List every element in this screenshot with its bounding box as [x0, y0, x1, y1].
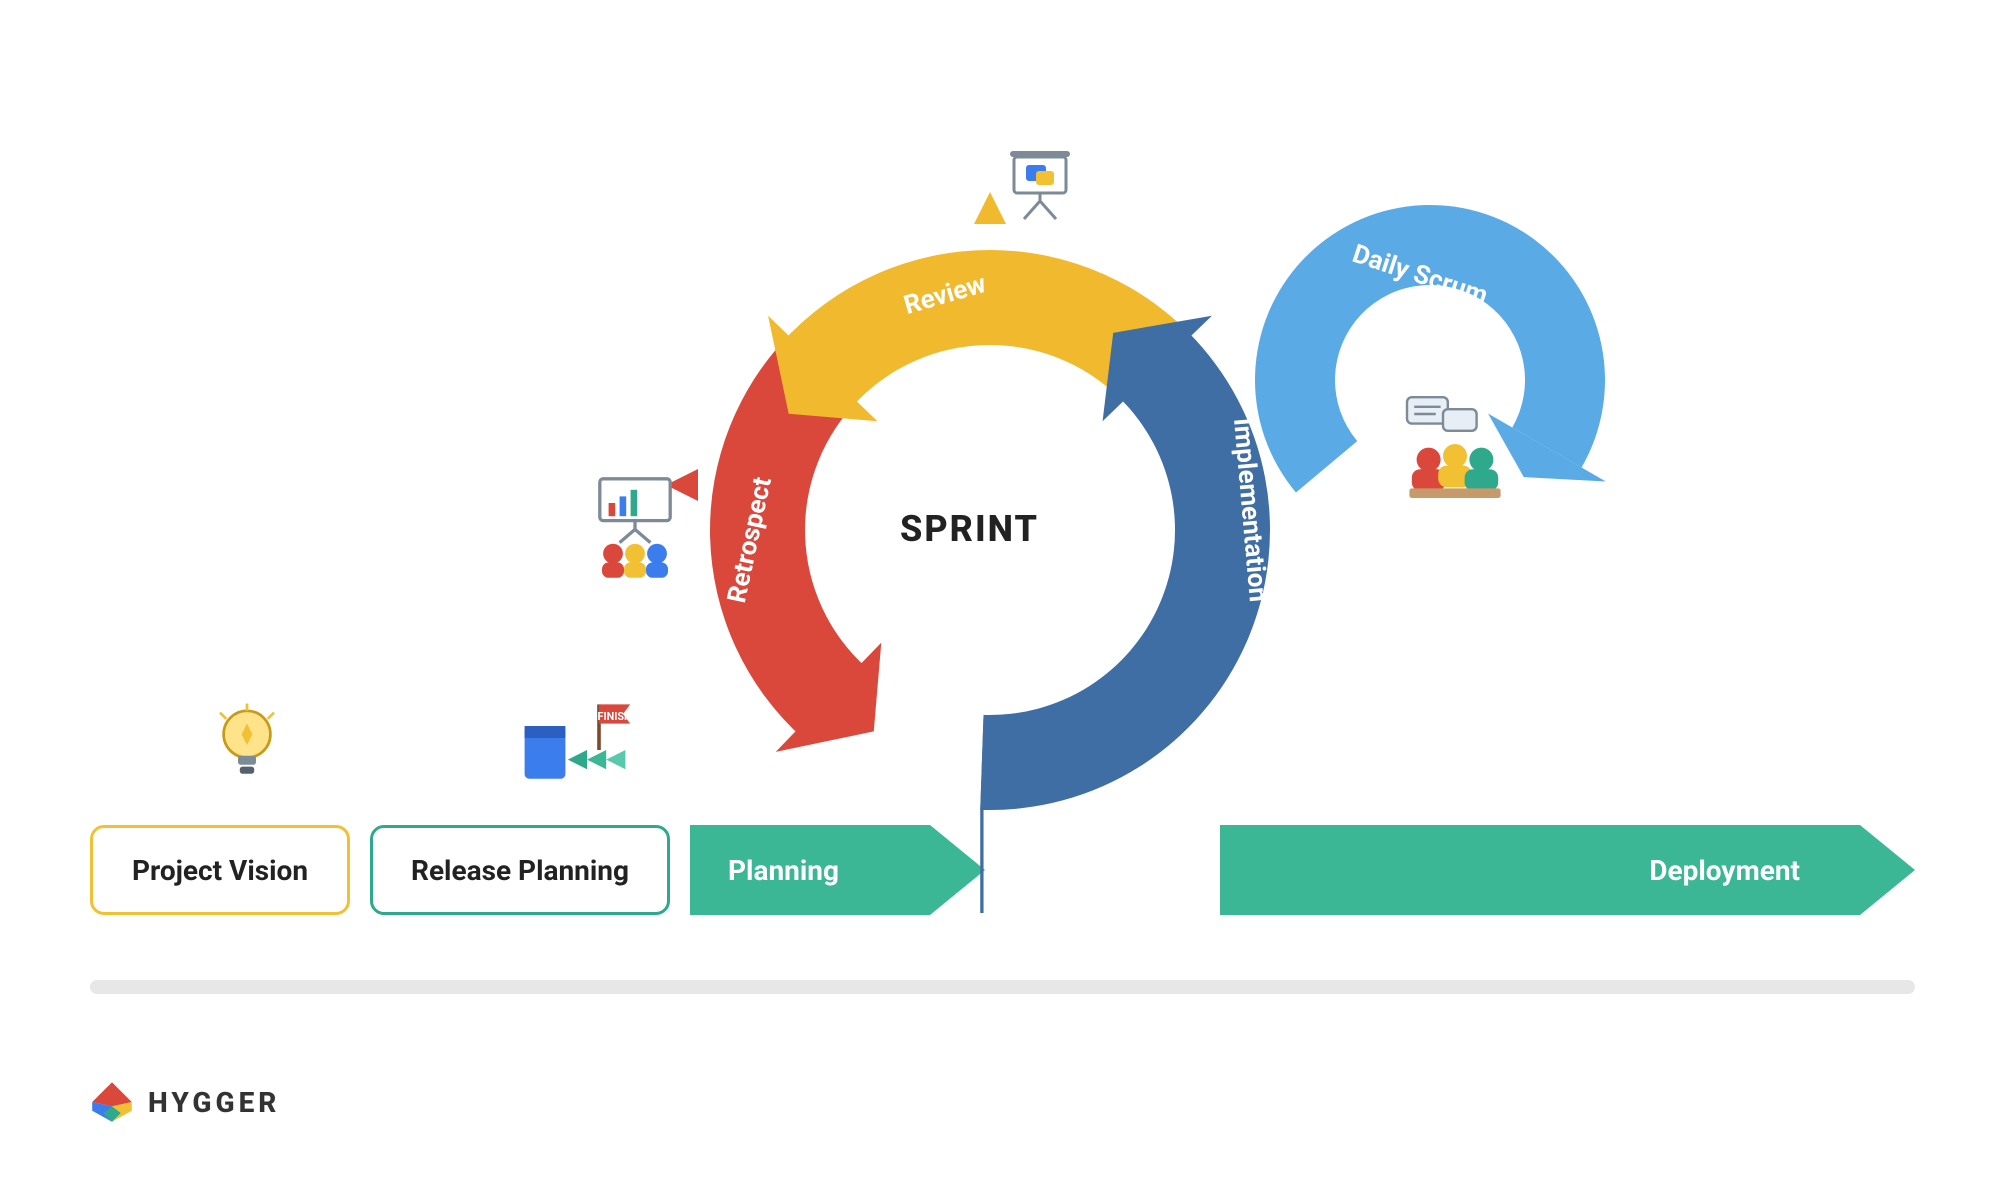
presentation-people-icon: [580, 470, 690, 584]
diagram-stage: Project VisionRelease PlanningPlanningDe…: [90, 80, 1910, 1140]
lightbulb-icon: [202, 690, 292, 804]
hygger-logo: HYGGER: [90, 1080, 280, 1124]
team-meeting-icon: [1390, 390, 1520, 514]
hygger-logo-text: HYGGER: [148, 1086, 280, 1119]
easel-chart-icon: [990, 145, 1090, 249]
svg-text:FINISH: FINISH: [598, 710, 632, 723]
document-finish-flag-icon: FINISH: [510, 690, 640, 814]
sprint-center-label: SPRINT: [900, 508, 1039, 550]
timeline-track: [90, 980, 1915, 994]
hygger-logo-icon: [90, 1080, 134, 1124]
